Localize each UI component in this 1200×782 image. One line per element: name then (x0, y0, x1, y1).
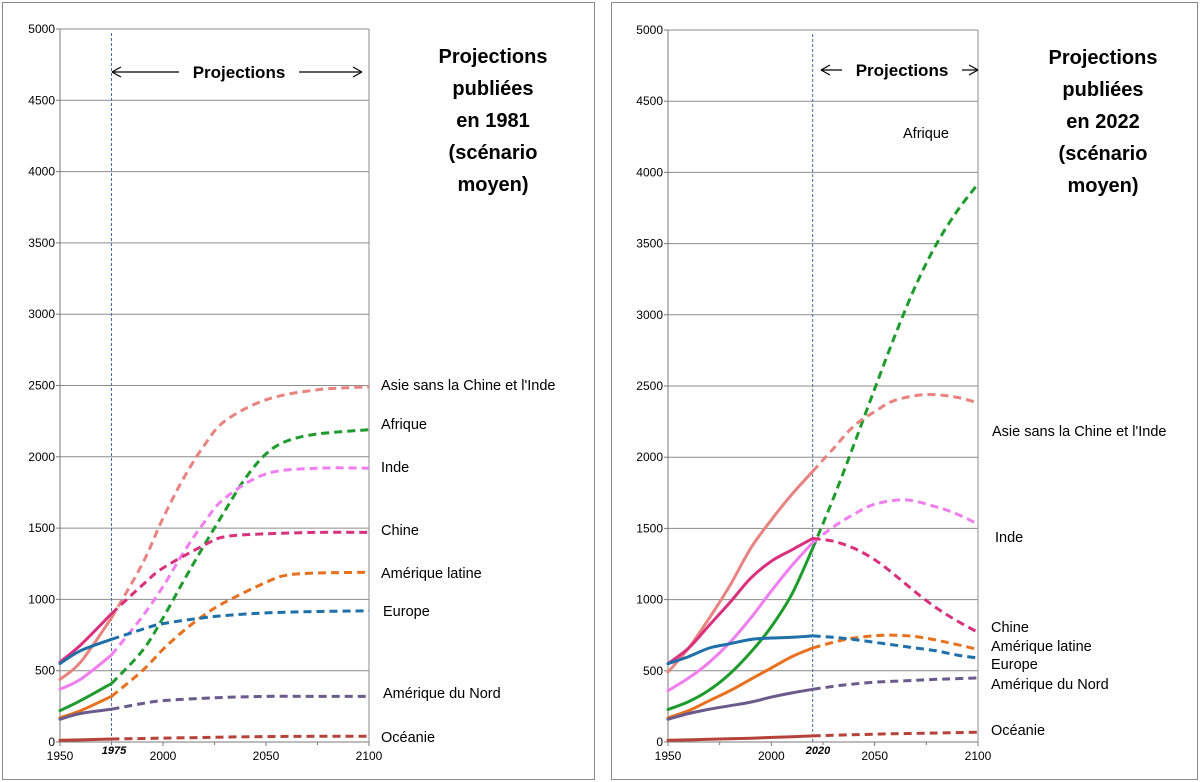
y-tick-label: 3500 (636, 237, 663, 251)
series-projected-inde (811, 498, 979, 544)
series-label-amerique-latine: Amérique latine (381, 566, 482, 582)
chart-2022: 0 500 1000 1500 2000 2500 3000 3500 4000 4500 5000… (636, 23, 1166, 763)
series-label-amerique-du-nord: Amérique du Nord (991, 677, 1109, 693)
series-observed-afrique (58, 682, 113, 713)
x-tick-label: 2000 (150, 749, 177, 763)
series-observed-inde (58, 653, 113, 691)
series-observed-amerique-latine (666, 646, 815, 720)
y-tick-label: 4500 (636, 94, 663, 108)
series-observed-inde (666, 541, 815, 693)
series-label-afrique: Afrique (903, 126, 949, 142)
series-observed-amerique-du-nord (666, 687, 815, 721)
x-tick-label: 2050 (861, 749, 888, 763)
series-label-amerique-latine: Amérique latine (991, 639, 1092, 655)
series-label-chine: Chine (991, 620, 1029, 636)
series-label-chine: Chine (381, 523, 419, 539)
projection-start-label: 1975 (102, 745, 127, 757)
right-panel-frame (611, 2, 1198, 780)
chart-title-line: en 1981 (456, 110, 529, 132)
series-projected-amerique-du-nord (111, 694, 369, 711)
chart-title-line: (scénario (1059, 143, 1148, 165)
x-tick-label: 1950 (47, 749, 74, 763)
series-projected-amerique-latine (110, 570, 370, 698)
series-projected-amerique-du-nord (812, 676, 979, 691)
series-observed-amerique-du-nord (58, 707, 113, 721)
series-projected-afrique (110, 428, 370, 685)
y-tick-label: 4000 (28, 165, 55, 179)
series-label-oceanie: Océanie (991, 723, 1045, 739)
left-panel-frame (2, 2, 595, 780)
series-label-amerique-du-nord: Amérique du Nord (383, 686, 501, 702)
y-tick-label: 5000 (28, 22, 55, 36)
series-projected-chine (110, 530, 370, 615)
y-tick-label: 0 (656, 735, 663, 749)
x-tick-label: 2100 (356, 749, 383, 763)
y-tick-label: 1000 (28, 592, 55, 606)
series-observed-afrique (666, 546, 815, 711)
projection-arrow-right-head (968, 64, 979, 76)
series-observed-oceanie (666, 734, 815, 742)
series-projected-inde (110, 466, 370, 656)
series-projected-oceanie (812, 730, 979, 738)
chart-title-line: en 2022 (1066, 111, 1139, 133)
series-observed-europe (58, 637, 113, 666)
x-tick-label: 2050 (253, 749, 280, 763)
x-tick-label: 2100 (965, 749, 992, 763)
series-projected-afrique (811, 182, 980, 549)
series-label-asie-sans-la-chine-et-l-inde: Asie sans la Chine et l'Inde (381, 378, 555, 394)
chart-title-line: (scénario (449, 142, 538, 164)
series-label-afrique: Afrique (381, 417, 427, 433)
y-tick-label: 1500 (28, 521, 55, 535)
y-tick-label: 2500 (636, 379, 663, 393)
chart-title-line: Projections (439, 46, 548, 68)
x-tick-label: 1950 (655, 749, 682, 763)
y-tick-label: 2000 (636, 450, 663, 464)
chart-title-line: moyen) (1067, 175, 1138, 197)
y-tick-label: 4000 (636, 165, 663, 179)
series-projected-amerique-latine (812, 633, 979, 651)
y-tick-label: 1000 (636, 593, 663, 607)
projection-arrow-left-head (820, 64, 831, 76)
series-label-europe: Europe (383, 604, 430, 620)
y-tick-label: 2000 (28, 450, 55, 464)
projections-label: Projections (856, 61, 949, 80)
series-projected-asie-sans-la-chine-et-l-inde (811, 392, 979, 473)
series-projected-chine (812, 536, 979, 634)
projections-label: Projections (193, 63, 286, 82)
projection-arrow-right-head (352, 66, 363, 78)
projection-arrow-left-head (111, 66, 122, 78)
y-tick-label: 5000 (636, 23, 663, 37)
y-tick-label: 500 (643, 664, 663, 678)
chart-title-line: publiées (452, 78, 533, 100)
y-tick-label: 500 (35, 664, 55, 678)
chart-title-line: moyen) (457, 174, 528, 196)
y-tick-label: 3500 (28, 236, 55, 250)
projection-start-label: 2020 (805, 745, 831, 757)
x-tick-label: 2000 (758, 749, 785, 763)
series-label-inde: Inde (995, 530, 1023, 546)
series-projected-asie-sans-la-chine-et-l-inde (110, 385, 370, 619)
y-tick-label: 3000 (28, 307, 55, 321)
series-projected-oceanie (111, 734, 370, 741)
y-tick-label: 1500 (636, 521, 663, 535)
series-projected-europe (111, 609, 370, 641)
series-projected-europe (812, 634, 979, 660)
chart-1981: 0 500 1000 1500 2000 2500 3000 3500 4000 4500 5000… (28, 22, 555, 763)
y-tick-label: 2500 (28, 379, 55, 393)
chart-title-line: Projections (1049, 47, 1158, 69)
series-label-europe: Europe (991, 657, 1038, 673)
series-observed-oceanie (58, 737, 113, 742)
chart-title-line: publiées (1062, 79, 1143, 101)
y-tick-label: 4500 (28, 93, 55, 107)
y-tick-label: 0 (48, 735, 55, 749)
series-observed-chine (666, 536, 815, 666)
series-label-oceanie: Océanie (381, 730, 435, 746)
series-observed-europe (666, 634, 815, 666)
series-observed-asie-sans-la-chine-et-l-inde (58, 616, 113, 681)
series-observed-chine (58, 612, 113, 664)
series-label-asie-sans-la-chine-et-l-inde: Asie sans la Chine et l'Inde (992, 424, 1166, 440)
series-label-inde: Inde (381, 460, 409, 476)
y-tick-label: 3000 (636, 308, 663, 322)
